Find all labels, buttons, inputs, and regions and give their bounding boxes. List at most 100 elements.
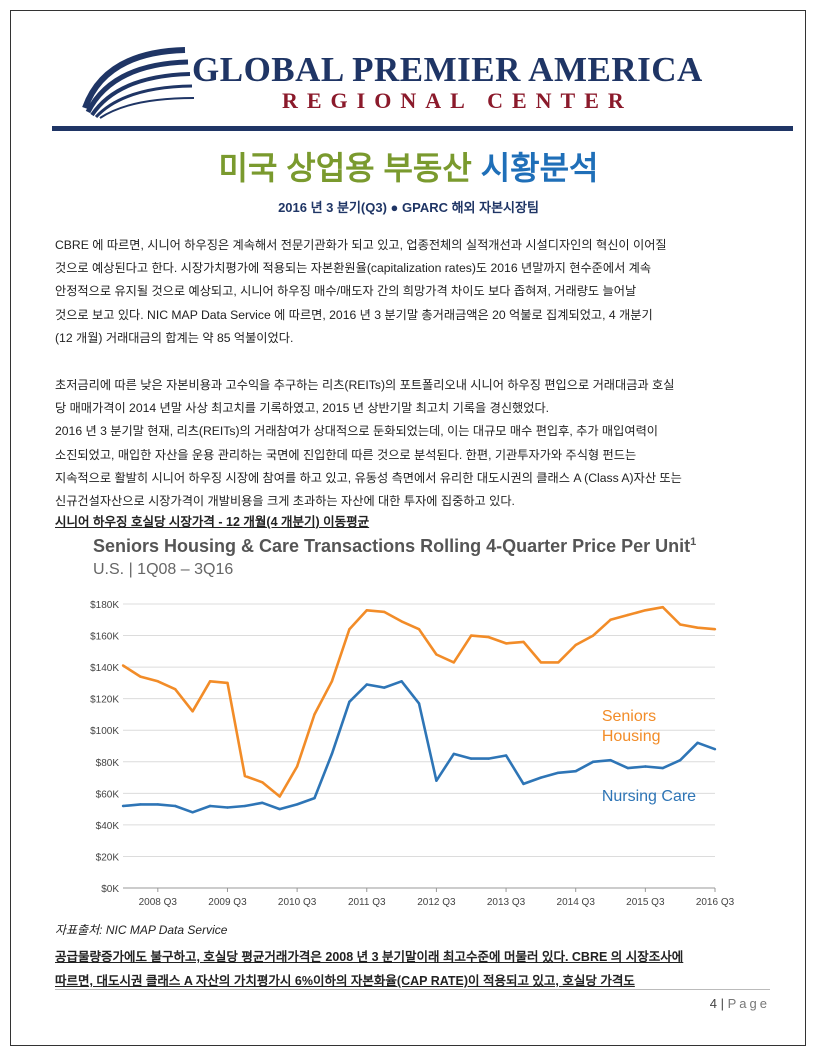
title-part-1: 미국 상업용 부동산 <box>218 150 481 186</box>
data-point <box>626 766 630 770</box>
data-point <box>470 757 473 760</box>
data-point <box>504 754 508 757</box>
paragraph-line: 공급물량증가에도 불구하고, 호실당 평균거래가격은 2008 년 3 분기말이… <box>55 950 684 964</box>
x-tick-label: 2014 Q3 <box>557 897 596 908</box>
data-point <box>226 681 229 685</box>
page-title: 미국 상업용 부동산 시황분석 <box>0 143 817 189</box>
y-tick-label: $120K <box>90 695 119 706</box>
y-tick-label: $180K <box>90 600 119 611</box>
data-point <box>452 752 455 756</box>
chart-subtitle: U.S. | 1Q08 – 3Q16 <box>93 561 233 578</box>
paragraph-line: 안정적으로 유지될 것으로 예상되고, 시니어 하우징 매수/매도자 간의 희망… <box>55 284 637 299</box>
data-point <box>574 770 577 773</box>
data-point <box>435 779 438 782</box>
paragraph-line: 지속적으로 활발히 시니어 하우징 시장에 참여를 하고 있고, 유동성 측면에… <box>55 470 682 485</box>
page-subtitle: 2016 년 3 분기(Q3) ● GPARC 해외 자본시장팀 <box>278 200 539 215</box>
data-point <box>557 771 560 774</box>
data-point <box>679 759 682 762</box>
org-subtitle: REGIONAL CENTER <box>282 88 633 113</box>
data-point <box>330 680 334 683</box>
data-point <box>522 782 525 786</box>
data-point <box>557 661 560 664</box>
data-point <box>365 609 368 612</box>
data-point <box>348 700 351 703</box>
data-point <box>261 801 264 804</box>
data-point <box>487 757 490 760</box>
data-point <box>470 634 473 637</box>
paragraph-line: 당 매매가격이 2014 년말 사상 최고치를 기록하였고, 2015 년 상반… <box>55 401 550 416</box>
data-point <box>713 628 717 631</box>
series-label-seniors-housing-line-1: Seniors <box>602 708 656 725</box>
x-tick-label: 2009 Q3 <box>208 897 247 908</box>
data-point <box>243 774 247 778</box>
data-point <box>295 765 299 768</box>
paragraph-line: 소진되었고, 매입한 자산을 운용 관리하는 국면에 진입한데 따른 것으로 분… <box>55 447 637 462</box>
data-point <box>609 759 612 762</box>
data-point <box>191 710 194 713</box>
paragraph-1: CBRE 에 따르면, 시니어 하우징은 계속해서 전문기관화가 되고 있고, … <box>55 234 775 350</box>
data-point <box>539 661 543 664</box>
data-point <box>208 804 212 808</box>
data-point <box>417 702 421 705</box>
paragraph-line: 신규건설자산으로 시장가격이 개발비용을 크게 초과하는 자산에 대한 투자에 … <box>55 494 515 509</box>
data-point <box>383 686 386 689</box>
x-tick-label: 2013 Q3 <box>487 897 526 908</box>
title-part-2: 시황분석 <box>480 150 599 186</box>
data-point <box>243 804 247 808</box>
data-point <box>609 618 612 621</box>
data-point <box>452 661 455 664</box>
data-point <box>487 635 490 639</box>
x-tick-label: 2008 Q3 <box>139 897 178 908</box>
chart-svg: Seniors Housing & Care Transactions Roll… <box>90 536 735 908</box>
y-tick-label: $140K <box>90 663 119 674</box>
data-point <box>365 683 368 686</box>
paragraph-line: 따르면, 대도시권 클래스 A 자산의 가치평가시 6%이하의 자본화율(CAP… <box>55 974 635 988</box>
paragraph-line: 2016 년 3 분기말 현재, 리츠(REITs)의 거래참여가 상대적으로 … <box>55 424 658 439</box>
paragraph-line: (12 개월) 거래대금의 합계는 약 85 억불이었다. <box>55 330 294 345</box>
x-tick-label: 2011 Q3 <box>348 897 386 908</box>
y-tick-label: $40K <box>96 821 120 832</box>
y-tick-label: $160K <box>90 632 119 643</box>
data-point <box>139 803 142 806</box>
series-label-nursing-care: Nursing Care <box>602 788 696 805</box>
data-point <box>121 664 125 667</box>
data-point <box>174 688 177 691</box>
x-tick-label: 2016 Q3 <box>696 897 735 908</box>
page-border <box>10 10 806 1046</box>
data-point <box>156 803 159 806</box>
data-point <box>330 752 334 756</box>
x-tick-label: 2010 Q3 <box>278 897 317 908</box>
y-tick-label: $80K <box>96 758 120 769</box>
data-point <box>139 675 142 678</box>
data-point <box>591 634 595 637</box>
chart-heading: 시니어 하우징 호실당 시장가격 - 12 개월(4 개분기) 이동평균 <box>55 515 370 529</box>
header-divider <box>52 126 793 131</box>
data-point <box>696 626 699 629</box>
data-point <box>644 765 647 768</box>
paragraph-line: CBRE 에 따르면, 시니어 하우징은 계속해서 전문기관화가 되고 있고, … <box>55 238 667 252</box>
data-point <box>313 713 316 716</box>
y-tick-label: $0K <box>101 884 119 895</box>
data-point <box>661 766 664 770</box>
data-point <box>504 642 508 645</box>
data-point <box>191 811 194 814</box>
data-point <box>383 610 386 614</box>
page-number: 4 <box>709 996 717 1011</box>
data-point <box>522 640 525 644</box>
data-point <box>313 796 316 800</box>
data-point <box>713 748 717 751</box>
data-point <box>574 643 577 647</box>
chart-title: Seniors Housing & Care Transactions Roll… <box>93 536 696 556</box>
data-point <box>400 620 403 623</box>
paragraph-2: 초저금리에 따른 낮은 자본비용과 고수익을 추구하는 리츠(REITs)의 포… <box>55 374 775 513</box>
data-point <box>261 781 264 784</box>
chart-source: 자표출처: NIC MAP Data Service <box>55 923 228 937</box>
data-point <box>400 680 403 683</box>
data-point <box>278 807 281 811</box>
data-point <box>696 741 699 744</box>
x-tick-label: 2015 Q3 <box>626 897 665 908</box>
data-point <box>539 776 543 779</box>
data-point <box>417 628 421 631</box>
data-point <box>348 628 351 631</box>
data-point <box>226 806 229 809</box>
